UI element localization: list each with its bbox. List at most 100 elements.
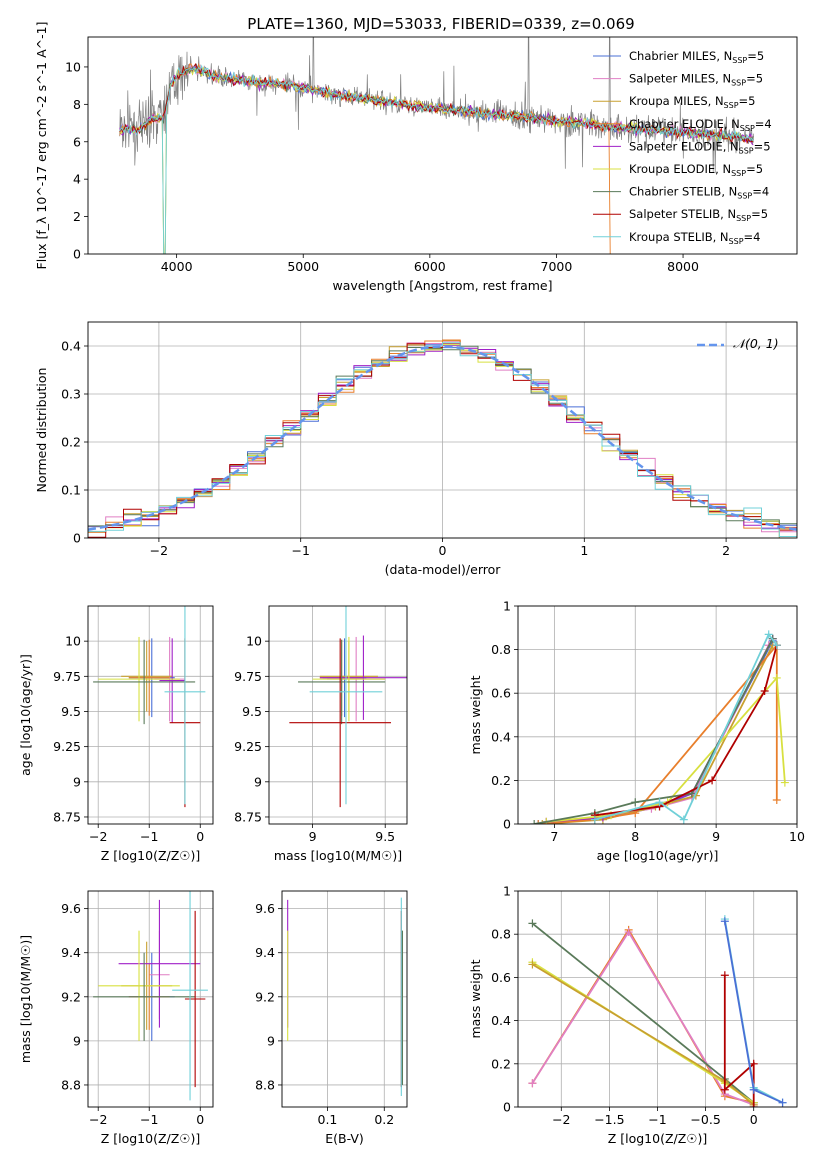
x-axis-label: wavelength [Angstrom, rest frame] [332,278,552,293]
x-tick-label: −1 [140,829,158,844]
series-point [772,796,781,805]
y-tick-label: 9.5 [242,704,262,719]
y-tick-label: 9.75 [234,669,262,684]
panel-mass-vs-EBV: 0.1 0.2 8.8 9 9.2 9.4 9.6 E(B-V) [255,890,408,1146]
x-tick-label: −1 [648,1112,666,1127]
y-tick-label: 10 [65,59,81,74]
y-tick-label: 10 [246,634,262,649]
x-tick-label: 8000 [667,259,699,274]
y-tick-label: 0.2 [61,435,81,450]
panel-age-vs-mass: 9 9.5 8.75 9 9.25 9.5 9.75 10 mass [log10(M/M☉)] [234,605,408,863]
y-tick-label: 9 [73,774,81,789]
x-tick-label: 7 [550,829,558,844]
plot-area [528,915,787,1107]
y-axis-label: mass [log10(M/M☉)] [18,935,33,1063]
series-point [720,971,729,980]
y-tick-label: 0.6 [491,686,511,701]
y-tick-label: 0.8 [491,642,511,657]
series-point [708,776,717,785]
x-tick-label: 0 [439,543,447,558]
x-tick-label: 7000 [541,259,573,274]
y-tick-label: 9 [73,1033,81,1048]
x-axis-label: Z [log10(Z/Z☉)] [608,1131,708,1146]
series-point [780,778,789,787]
x-tick-label: 5000 [287,259,319,274]
panel-massweight-vs-age: 7 8 9 10 0 0.2 0.4 0.6 0.8 1 age [log10(age/yr)] ma… [468,599,805,864]
panel-massweight-vs-Z: −2 −1.5 −1 −0.5 0 0 0.2 0.4 0.6 0.8 1 Z [log10(Z/Z☉… [468,884,798,1146]
x-tick-label: 2 [722,543,730,558]
series-point [631,798,640,807]
y-tick-label: 9.5 [61,704,81,719]
y-tick-label: 8.75 [234,809,262,824]
axes-frame [87,605,214,825]
y-tick-label: 8 [73,97,81,112]
x-tick-label: −2 [552,1112,570,1127]
legend-entry: Salpeter MILES, NSSP=5 [629,72,763,88]
x-axis-label: age [log10(age/yr)] [597,848,719,863]
y-tick-label: 0.3 [61,387,81,402]
series-point [720,1085,729,1094]
x-tick-label: −1 [291,543,309,558]
figure-title: PLATE=1360, MJD=53033, FIBERID=0339, z=0… [247,15,634,33]
y-tick-label: 9.75 [53,669,81,684]
panel-spectrum: 4000 5000 6000 7000 8000 0 2 4 6 8 10 wavelength [A… [34,22,798,293]
y-tick-label: 9.6 [255,901,275,916]
legend-entry: Chabrier STELIB, NSSP=4 [629,185,769,201]
series-point [655,798,664,807]
series-point [679,815,688,824]
x-axis-label: Z [log10(Z/Z☉)] [101,1131,201,1146]
series-point [530,820,539,824]
series-point [624,928,633,937]
axes-frame [281,890,408,1108]
normal-curve [88,345,797,531]
series-line [531,930,755,1106]
y-axis-label: age [log10(age/yr)] [18,654,33,776]
axes-frame [87,36,798,255]
y-axis-label: mass weight [468,675,483,754]
x-tick-label: 9.5 [375,829,395,844]
y-tick-label: 9.2 [255,989,275,1004]
panel-residuals: −2 −1 0 1 2 0 0.1 0.2 0.3 0.4 (data-model)/error No… [34,321,798,577]
x-tick-label: 4000 [161,259,193,274]
x-tick-label: 0.2 [374,1112,394,1127]
y-tick-label: 0.4 [491,1013,511,1028]
y-tick-label: 9.25 [53,739,81,754]
y-tick-label: 8.75 [53,809,81,824]
y-axis-label: mass weight [468,959,483,1038]
panel-mass-vs-Z: −2 −1 0 8.8 9 9.2 9.4 9.6 Z [log10(Z/Z☉)] mass [l… [18,890,214,1146]
series-point [720,917,729,926]
x-tick-label: −0.5 [690,1112,720,1127]
panel-age-vs-Z: −2 −1 0 8.75 9 9.25 9.5 9.75 10 Z [log10(Z/Z☉)] ag… [18,605,214,863]
series-point [528,1079,537,1088]
x-tick-label: −2 [89,1112,107,1127]
x-tick-label: 1 [580,543,588,558]
y-axis-label: Normed distribution [34,368,49,493]
y-tick-label: 6 [73,134,81,149]
legend-entry: Salpeter ELODIE, NSSP=5 [629,139,771,155]
y-tick-label: 4 [73,172,81,187]
y-tick-label: 9.2 [61,989,81,1004]
y-tick-label: 0 [73,531,81,546]
x-tick-label: 8 [631,829,639,844]
y-tick-label: 8.8 [255,1077,275,1092]
legend-entry: Salpeter STELIB, NSSP=5 [629,207,768,223]
x-tick-label: 9 [712,829,720,844]
y-tick-label: 0 [503,1100,511,1115]
x-tick-label: −2 [150,543,168,558]
y-tick-label: 9.4 [255,945,275,960]
y-tick-label: 9.25 [234,739,262,754]
plot-area [289,606,407,808]
plot-area [93,891,208,1101]
x-tick-label: 0 [196,1112,204,1127]
x-tick-label: −1 [140,1112,158,1127]
x-tick-label: 6000 [414,259,446,274]
spectrum-model-line [119,65,754,143]
x-axis-label: (data-model)/error [385,562,502,577]
y-tick-label: 9 [267,1033,275,1048]
x-tick-label: −1.5 [594,1112,624,1127]
y-tick-label: 0.2 [491,1056,511,1071]
series-point [749,1085,758,1094]
series-point [538,820,547,824]
legend-entry: Kroupa ELODIE, NSSP=5 [629,162,763,178]
